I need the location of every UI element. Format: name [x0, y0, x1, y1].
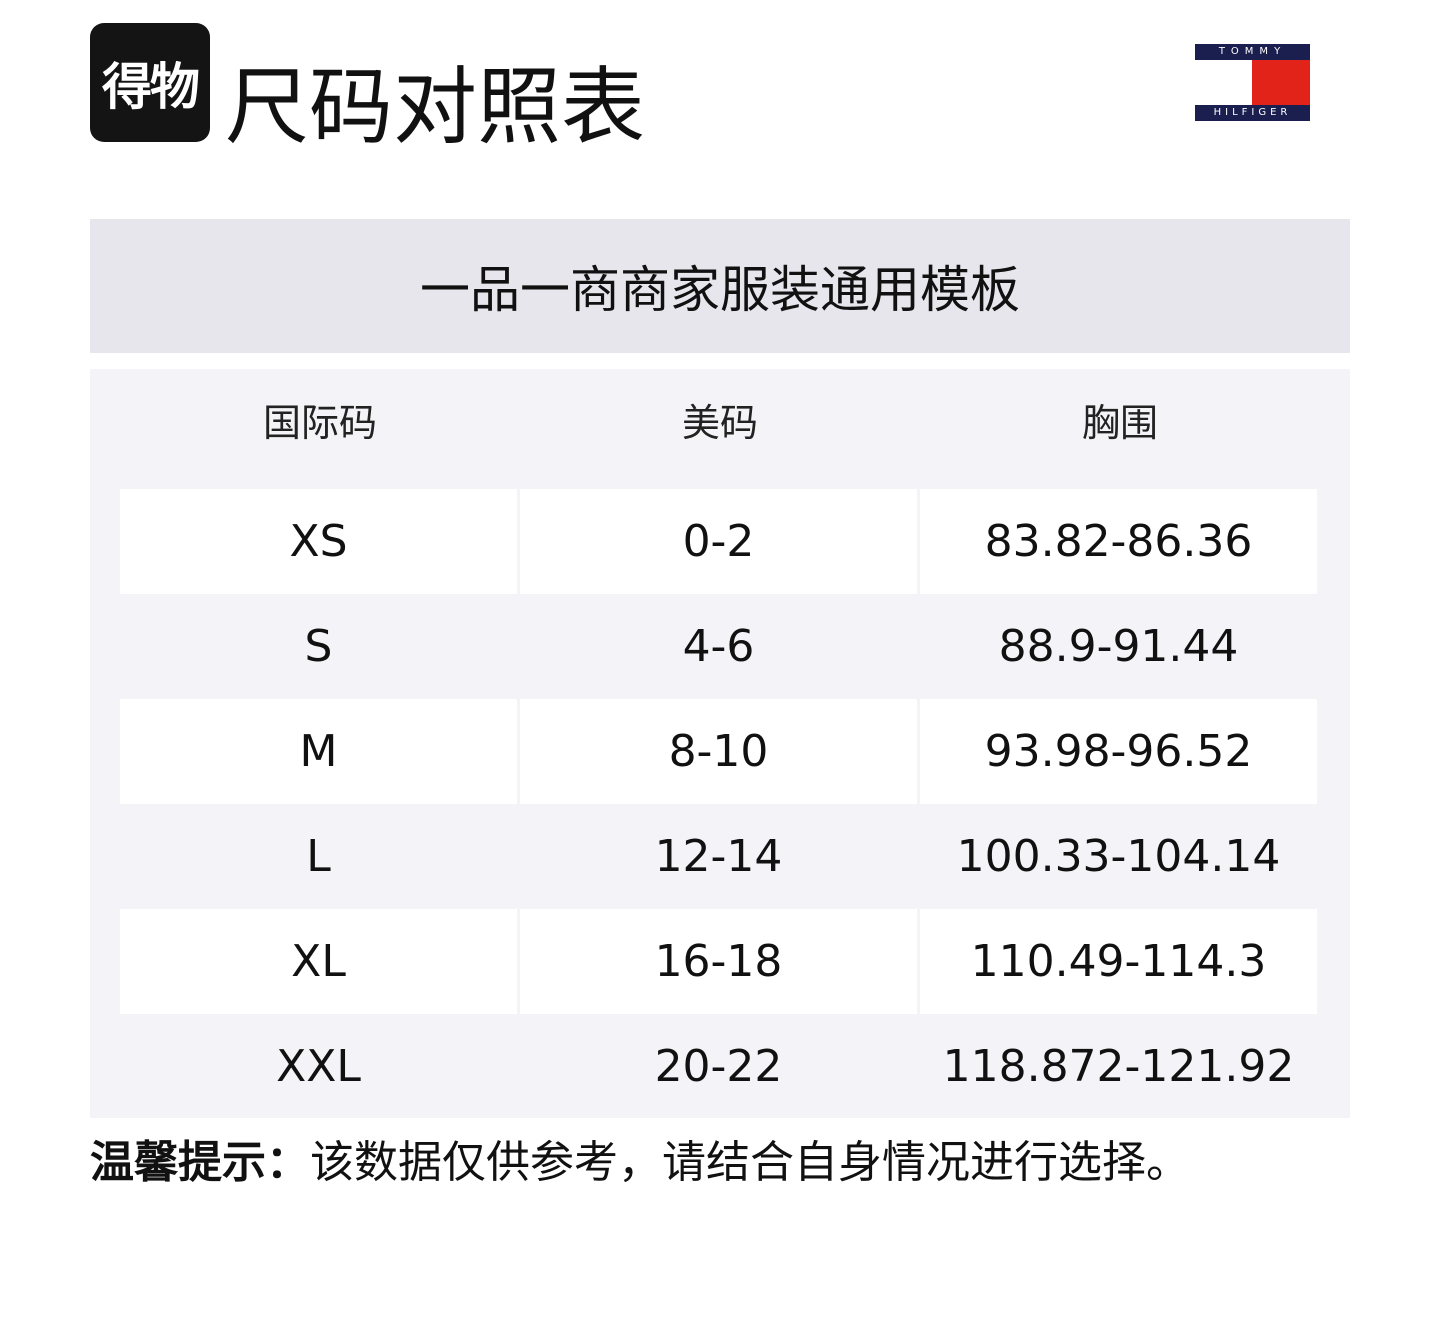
- template-banner: 一品一商商家服装通用模板: [90, 219, 1350, 353]
- table-cell: 20-22: [654, 1041, 783, 1092]
- table-cell: 88.9-91.44: [998, 621, 1239, 672]
- table-cell: 4-6: [682, 621, 755, 672]
- table-cell: 93.98-96.52: [920, 699, 1317, 804]
- brand-logo-bottom: HILFIGER: [1195, 105, 1310, 121]
- table-cell: 0-2: [520, 489, 917, 594]
- table-cell: 8-10: [520, 699, 917, 804]
- tip-note: 温馨提示：该数据仅供参考，请结合自身情况进行选择。: [90, 1132, 1190, 1194]
- table-cell: 110.49-114.3: [920, 909, 1317, 1014]
- tip-label: 温馨提示：: [90, 1137, 310, 1188]
- table-cell: L: [306, 831, 331, 882]
- table-cell: 100.33-104.14: [956, 831, 1281, 882]
- table-cell: XS: [120, 489, 517, 594]
- table-cell: 12-14: [654, 831, 783, 882]
- table-cell: XL: [120, 909, 517, 1014]
- table-row: L 12-14 100.33-104.14: [120, 804, 1320, 909]
- table-header: 国际码 美码 胸围: [120, 369, 1320, 489]
- column-header: 胸围: [1081, 401, 1158, 445]
- table-cell: 118.872-121.92: [942, 1041, 1295, 1092]
- table-row: XL 16-18 110.49-114.3: [120, 909, 1320, 1014]
- table-row: XS 0-2 83.82-86.36: [120, 489, 1320, 594]
- table-cell: 83.82-86.36: [920, 489, 1317, 594]
- size-table: 国际码 美码 胸围 XS 0-2 83.82-86.36 S 4-6 88.9-91.44…: [90, 369, 1350, 1118]
- tommy-hilfiger-logo: TOMMY HILFIGER: [1195, 44, 1310, 121]
- logo-text: 得物: [102, 57, 200, 116]
- brand-logo-top: TOMMY: [1195, 44, 1310, 60]
- table-cell: 16-18: [520, 909, 917, 1014]
- flag-white: [1195, 60, 1252, 105]
- page-title: 尺码对照表: [225, 58, 646, 156]
- dewu-logo: 得物: [90, 23, 210, 142]
- column-header: 美码: [681, 401, 758, 445]
- table-cell: XXL: [276, 1041, 361, 1092]
- table-cell: M: [120, 699, 517, 804]
- table-row: S 4-6 88.9-91.44: [120, 594, 1320, 699]
- column-header: 国际码: [262, 401, 377, 445]
- table-cell: S: [304, 621, 333, 672]
- table-row: M 8-10 93.98-96.52: [120, 699, 1320, 804]
- table-row: XXL 20-22 118.872-121.92: [120, 1014, 1320, 1119]
- tip-text: 该数据仅供参考，请结合自身情况进行选择。: [310, 1137, 1190, 1188]
- flag-red: [1252, 60, 1310, 105]
